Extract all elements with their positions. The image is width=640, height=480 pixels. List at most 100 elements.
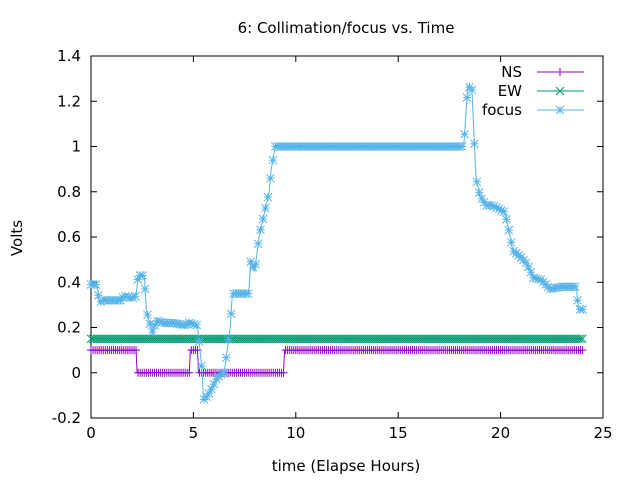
data-point bbox=[438, 334, 448, 344]
data-point bbox=[248, 334, 258, 344]
data-point bbox=[573, 295, 582, 305]
data-point bbox=[567, 334, 577, 344]
data-point bbox=[387, 334, 397, 344]
data-point bbox=[318, 334, 327, 344]
data-point bbox=[268, 155, 278, 165]
data-point bbox=[226, 309, 236, 319]
data-point bbox=[461, 334, 471, 344]
data-point bbox=[133, 275, 143, 284]
data-point bbox=[100, 334, 110, 344]
data-point bbox=[166, 334, 176, 344]
data-point bbox=[332, 334, 342, 344]
data-point bbox=[96, 297, 106, 307]
data-point bbox=[578, 334, 587, 344]
data-point bbox=[172, 334, 182, 344]
data-point bbox=[244, 334, 254, 344]
data-point bbox=[295, 334, 305, 344]
legend-label: focus bbox=[482, 101, 522, 119]
data-point bbox=[133, 334, 143, 344]
data-point bbox=[465, 334, 475, 344]
data-point bbox=[250, 334, 260, 344]
data-point bbox=[132, 346, 141, 355]
data-point bbox=[130, 291, 140, 301]
data-point bbox=[219, 368, 229, 378]
data-point bbox=[162, 334, 172, 344]
data-point bbox=[531, 334, 540, 344]
data-point bbox=[283, 334, 292, 344]
data-point bbox=[240, 334, 249, 344]
data-point bbox=[529, 334, 538, 344]
data-point bbox=[424, 334, 434, 344]
data-point bbox=[574, 334, 583, 344]
x-tick-label: 10 bbox=[286, 424, 305, 442]
data-point bbox=[293, 334, 303, 344]
data-point bbox=[510, 334, 520, 344]
data-point bbox=[475, 334, 485, 344]
data-point bbox=[389, 334, 399, 344]
data-point bbox=[168, 334, 178, 344]
data-point bbox=[211, 334, 221, 344]
data-point bbox=[209, 334, 219, 344]
data-point bbox=[440, 334, 450, 344]
data-point bbox=[543, 282, 553, 292]
data-point bbox=[399, 334, 409, 344]
legend-label: NS bbox=[501, 63, 522, 81]
data-point bbox=[145, 319, 155, 329]
plot-frame bbox=[90, 55, 604, 419]
data-point bbox=[533, 334, 542, 344]
data-point bbox=[224, 335, 233, 344]
data-point bbox=[91, 280, 101, 289]
data-point bbox=[471, 334, 481, 344]
data-point bbox=[393, 334, 403, 344]
data-point bbox=[242, 334, 252, 344]
data-point bbox=[275, 334, 284, 344]
data-point bbox=[445, 334, 454, 344]
data-point bbox=[373, 334, 383, 344]
data-point bbox=[258, 334, 268, 344]
data-point bbox=[309, 334, 319, 344]
legend-marker bbox=[555, 86, 565, 96]
data-point bbox=[561, 334, 571, 344]
data-point bbox=[422, 334, 432, 344]
data-point bbox=[472, 177, 482, 187]
data-point bbox=[143, 334, 153, 344]
data-point bbox=[182, 334, 192, 344]
data-point bbox=[502, 334, 512, 344]
data-point bbox=[479, 334, 489, 344]
y-axis-label: Volts bbox=[8, 220, 26, 256]
data-point bbox=[111, 334, 120, 344]
data-point bbox=[189, 319, 199, 329]
x-tick-label: 15 bbox=[389, 424, 408, 442]
data-point bbox=[470, 139, 479, 149]
data-point bbox=[506, 238, 516, 247]
data-point bbox=[369, 334, 378, 344]
data-point bbox=[504, 225, 514, 235]
data-point bbox=[289, 334, 299, 344]
data-point bbox=[268, 334, 278, 344]
data-point bbox=[117, 334, 127, 344]
data-point bbox=[152, 334, 161, 344]
data-point bbox=[113, 334, 122, 344]
data-point bbox=[202, 392, 211, 402]
data-point bbox=[254, 334, 264, 344]
data-point bbox=[576, 334, 585, 344]
data-point bbox=[216, 369, 226, 379]
data-point bbox=[557, 334, 567, 344]
data-point bbox=[377, 334, 387, 344]
data-point bbox=[559, 334, 569, 344]
data-point bbox=[408, 334, 417, 344]
data-point bbox=[436, 334, 446, 344]
data-point bbox=[243, 289, 253, 298]
data-point bbox=[361, 334, 370, 344]
data-point bbox=[497, 205, 506, 215]
data-point bbox=[150, 320, 160, 330]
data-point bbox=[356, 334, 366, 344]
data-point bbox=[127, 334, 137, 344]
data-point bbox=[430, 334, 440, 344]
data-point bbox=[572, 334, 581, 344]
data-point bbox=[260, 334, 270, 344]
data-point bbox=[88, 334, 98, 344]
data-point bbox=[508, 334, 518, 344]
data-point bbox=[119, 334, 129, 344]
